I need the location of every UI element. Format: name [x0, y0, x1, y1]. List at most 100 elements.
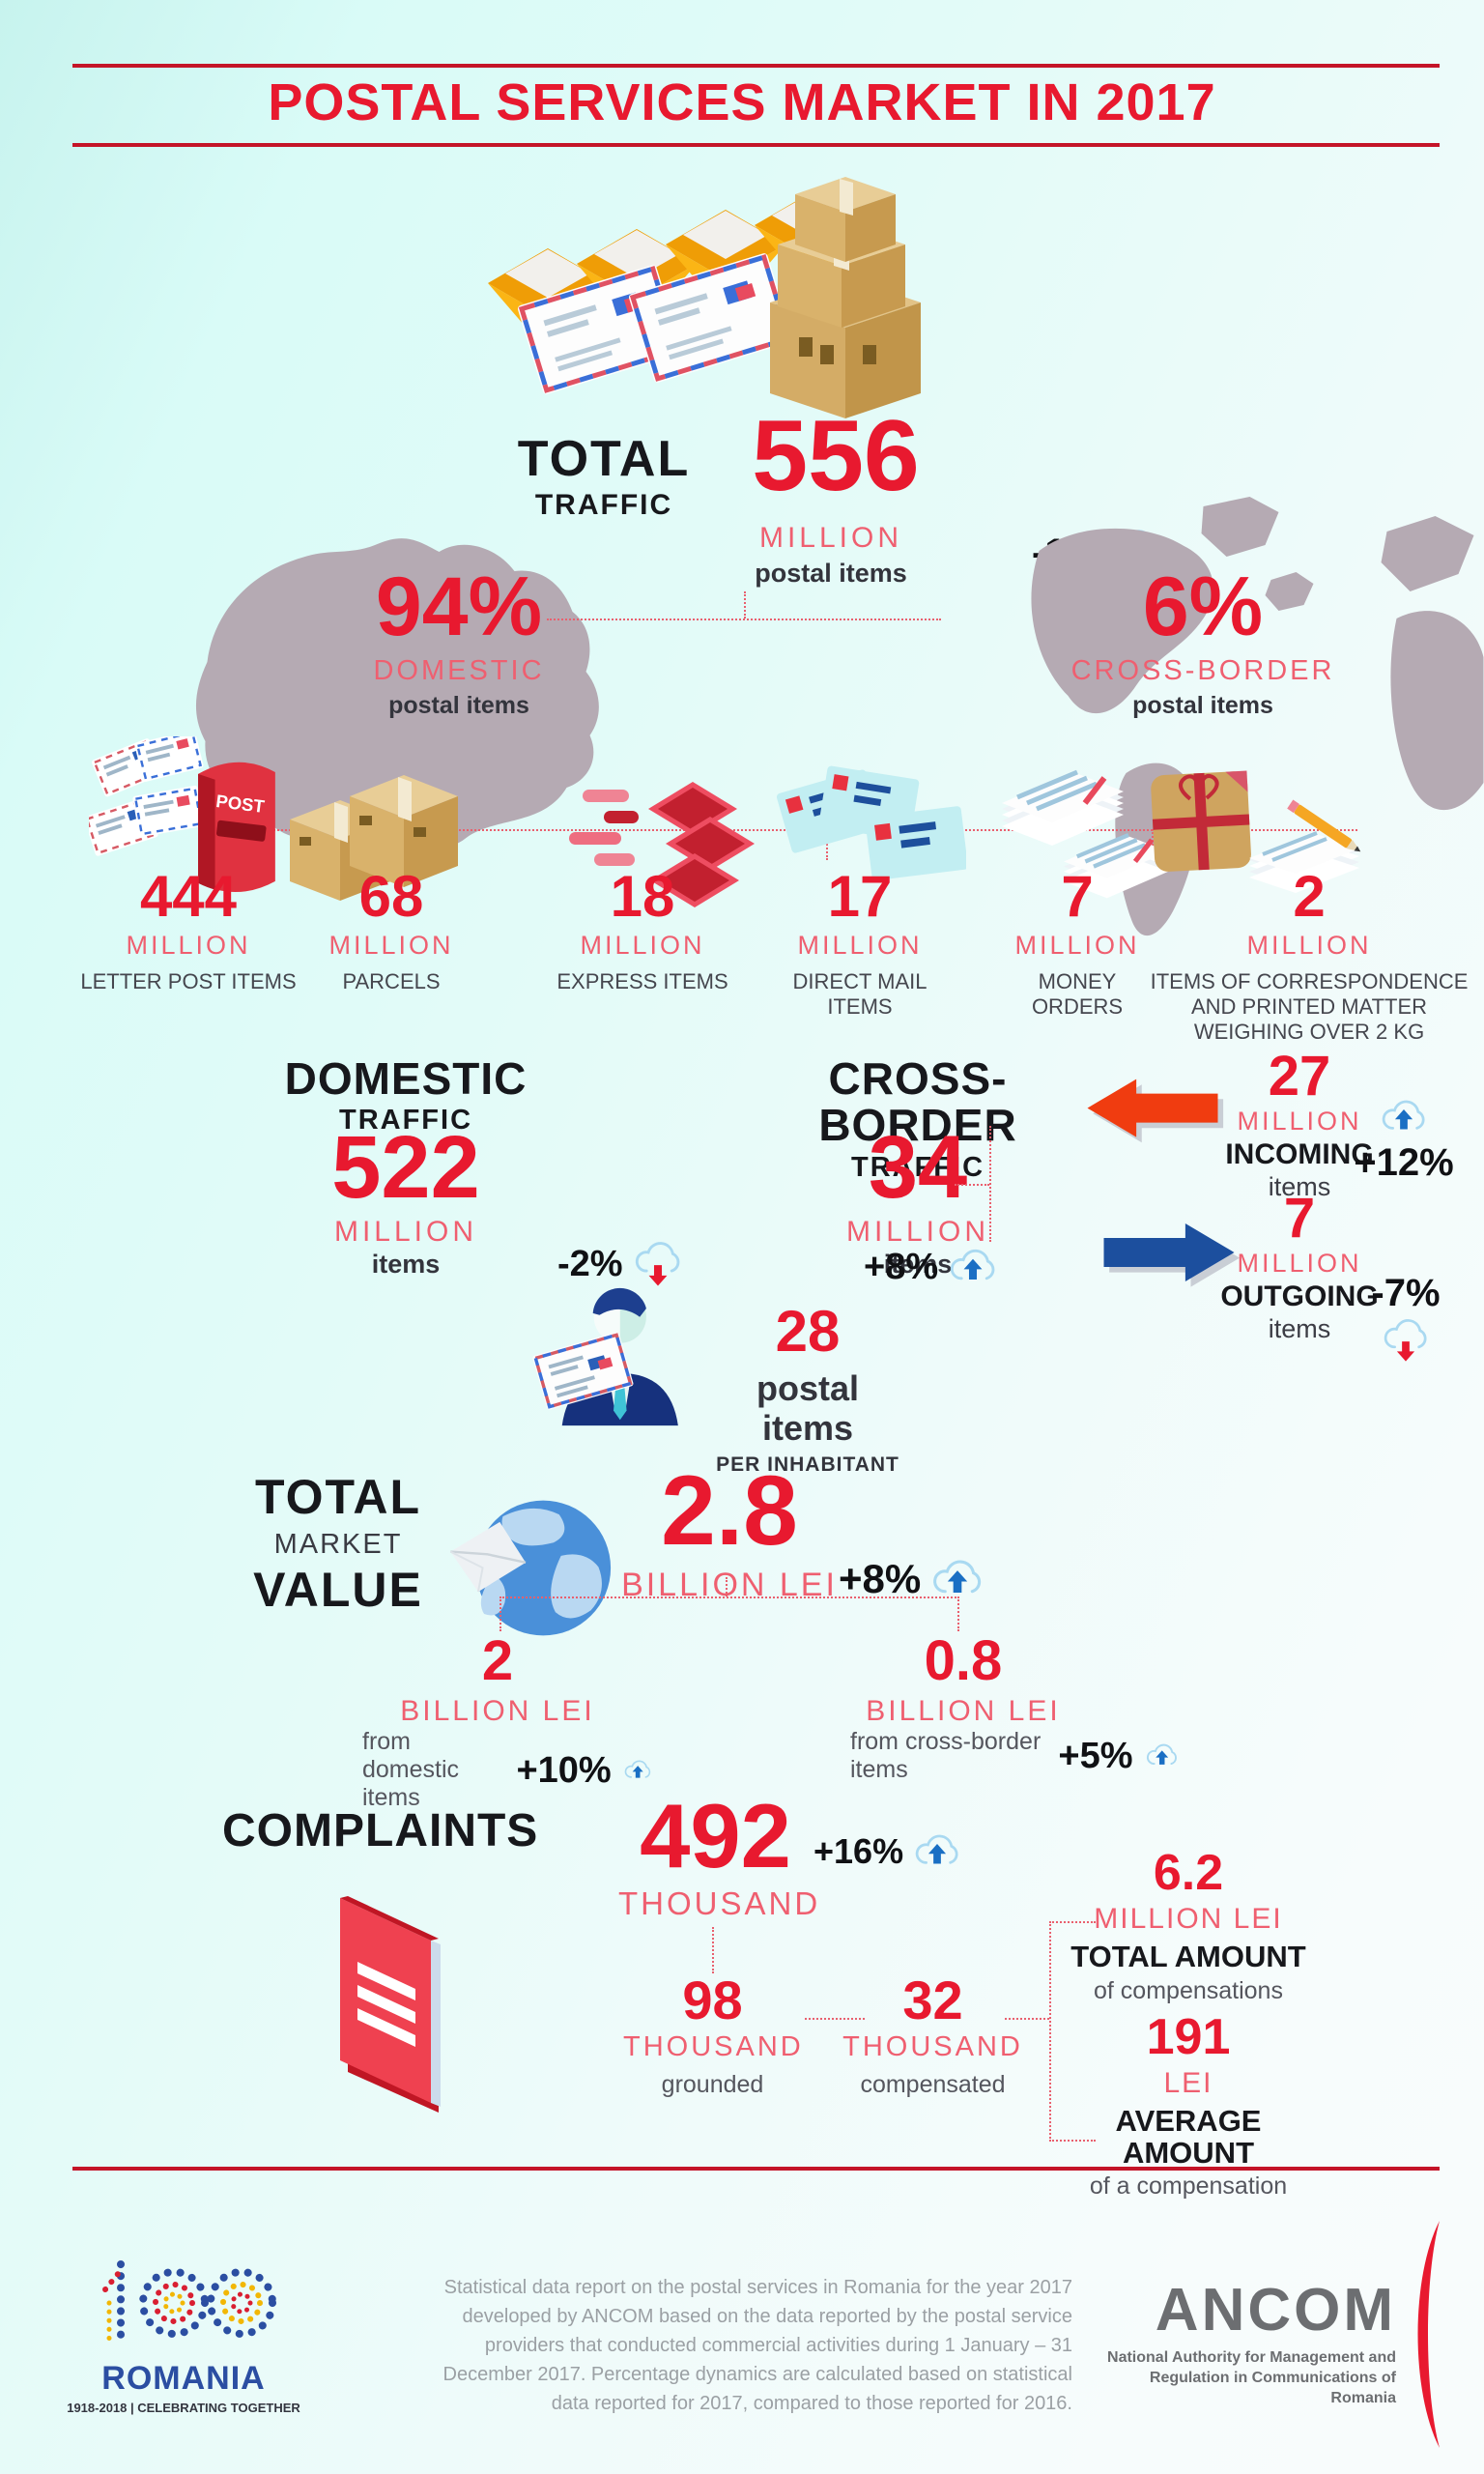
header-rule-bottom — [72, 143, 1440, 147]
outgoing-sub: items — [1268, 1314, 1331, 1344]
cross-border-title: CROSS-BORDER — [818, 1053, 1017, 1151]
outgoing-block: 7 MILLION OUTGOING items — [1208, 1191, 1391, 1344]
category-label: PARCELS — [342, 968, 441, 993]
domestic-value-caption: from domestic items +10% — [362, 1728, 652, 1812]
category-money-orders: 7 MILLION MONEY ORDERS — [1000, 868, 1155, 1020]
market-change-value: +8% — [839, 1556, 922, 1601]
market-market-label: MARKET — [273, 1528, 403, 1560]
grounded-label: grounded — [661, 2070, 764, 2098]
split-connector-line — [547, 618, 941, 620]
compensated-label: compensated — [860, 2070, 1006, 2098]
market-value-amount: 2.8 — [661, 1455, 798, 1566]
cloud-arrow-up-icon — [948, 1242, 998, 1292]
grounded-block: 98 THOUSAND grounded — [623, 1973, 802, 2099]
compensation-bracket-top — [1049, 1921, 1096, 1923]
parcels-boxes-icon — [290, 775, 458, 901]
domestic-value-block: 2 BILLION LEI — [396, 1633, 599, 1728]
cross-border-value-caption: from cross-border items +5% — [850, 1728, 1179, 1784]
compensated-unit: THOUSAND — [842, 2031, 1023, 2062]
average-compensation-value: 191 — [1146, 2009, 1231, 2065]
total-compensations-value: 6.2 — [1153, 1845, 1224, 1901]
cloud-arrow-up-icon — [1380, 1095, 1428, 1139]
grounded-unit: THOUSAND — [623, 2031, 804, 2062]
printed-matter-parcel-icon — [1151, 770, 1361, 893]
total-traffic-label: TOTAL TRAFFIC — [502, 433, 705, 520]
cross-border-traffic-value: 34 — [868, 1118, 968, 1217]
express-envelopes-icon — [569, 782, 755, 907]
outgoing-change: -7% — [1353, 1274, 1459, 1365]
romania-logo-name: ROMANIA — [101, 2360, 266, 2397]
total-traffic-sub: postal items — [755, 559, 907, 588]
per-inhabitant-sub: PER INHABITANT — [716, 1453, 899, 1476]
in-out-connector-line — [989, 1126, 991, 1242]
cross-border-traffic-sub: items — [883, 1250, 953, 1279]
complaints-change-value: +16% — [813, 1831, 904, 1871]
ancom-red-arc-icon — [1417, 2221, 1440, 2448]
money-orders-stack-icon — [1002, 769, 1169, 899]
average-compensation-sub: of a compensation — [1089, 2172, 1288, 2201]
ancom-logo: ANCOM National Authority for Management … — [1106, 2281, 1396, 2408]
average-compensation-unit: LEI — [1163, 2067, 1213, 2099]
category-label: LETTER POST ITEMS — [80, 968, 297, 993]
total-traffic-value: 556 — [752, 400, 920, 512]
cardboard-boxes-icon — [770, 177, 921, 418]
market-value-label: VALUE — [253, 1562, 423, 1617]
total-traffic-unit: MILLION — [758, 522, 903, 554]
cross-border-share-value: 6% — [1142, 561, 1264, 653]
in-out-connector-tick — [955, 1184, 989, 1186]
average-compensation-block: 191 LEI AVERAGE AMOUNT of a compensation — [1053, 2012, 1324, 2201]
category-unit: MILLION — [1014, 931, 1140, 960]
outgoing-label: OUTGOING — [1220, 1280, 1379, 1312]
domestic-traffic-change: -2% — [557, 1239, 683, 1289]
cross-border-share-sub: postal items — [1132, 691, 1273, 719]
domestic-traffic-value: 522 — [331, 1118, 480, 1217]
outgoing-unit: MILLION — [1237, 1249, 1362, 1278]
globe-mail-icon — [449, 1500, 612, 1636]
category-value: 18 — [610, 864, 675, 929]
domestic-subtitle: TRAFFIC — [338, 1105, 473, 1136]
cross-border-value-amount: 0.8 — [924, 1629, 1003, 1692]
ancom-logo-tagline-1: National Authority for Management and — [1107, 2349, 1396, 2366]
category-value: 2 — [1293, 864, 1326, 929]
footer-note: Statistical data report on the postal se… — [442, 2277, 1072, 2414]
outgoing-change-value: -7% — [1371, 1272, 1441, 1314]
cross-border-traffic-title: CROSS-BORDER TRAFFIC — [754, 1055, 1082, 1182]
grounded-compensated-connector — [805, 2018, 865, 2020]
domestic-change-value: -2% — [557, 1244, 623, 1284]
per-inhabitant-label: postal items — [756, 1368, 859, 1449]
page-title: POSTAL SERVICES MARKET IN 2017 — [268, 73, 1216, 131]
market-total-label: TOTAL — [254, 1470, 421, 1524]
airmail-letters-icon — [517, 253, 793, 394]
complaints-value: 492 — [640, 1785, 791, 1886]
domestic-traffic-unit: MILLION — [333, 1216, 478, 1248]
category-label: EXPRESS ITEMS — [556, 968, 728, 993]
category-unit: MILLION — [328, 931, 454, 960]
market-bracket-left — [499, 1597, 501, 1631]
outgoing-arrow-icon — [1103, 1223, 1241, 1287]
domestic-value-unit: BILLION LEI — [400, 1695, 595, 1727]
per-inhabitant-block: 28 postal items PER INHABITANT — [711, 1303, 904, 1477]
traffic-label: TRAFFIC — [534, 488, 673, 521]
mail-and-parcels-hero-icon — [488, 177, 921, 418]
grounded-value: 98 — [682, 1970, 743, 2030]
cross-border-traffic-unit: MILLION — [845, 1216, 990, 1248]
categories-tick-3 — [1152, 829, 1154, 860]
market-bracket-right — [957, 1597, 959, 1631]
average-compensation-label: AVERAGE AMOUNT — [1115, 2104, 1262, 2170]
category-label: DIRECT MAIL ITEMS — [792, 968, 928, 1019]
categories-tick-2 — [826, 829, 828, 860]
cloud-arrow-down-icon — [1382, 1316, 1430, 1365]
romania-100-logo-icon — [102, 2260, 276, 2345]
incoming-value: 27 — [1268, 1045, 1331, 1108]
romania-map-icon — [195, 538, 599, 850]
outgoing-value: 7 — [1283, 1187, 1316, 1250]
complaints-book-icon — [340, 1896, 441, 2113]
category-parcels: 68 MILLION PARCELS — [319, 868, 464, 994]
cloud-arrow-up-icon — [623, 1750, 652, 1791]
inhabitant-person-icon — [532, 1287, 678, 1426]
header-rule-top — [72, 64, 1440, 68]
domestic-value-label: from domestic items — [362, 1728, 460, 1811]
incoming-block: 27 MILLION INCOMING items — [1208, 1049, 1391, 1202]
incoming-change-value: +12% — [1354, 1141, 1454, 1184]
category-unit: MILLION — [126, 931, 251, 960]
